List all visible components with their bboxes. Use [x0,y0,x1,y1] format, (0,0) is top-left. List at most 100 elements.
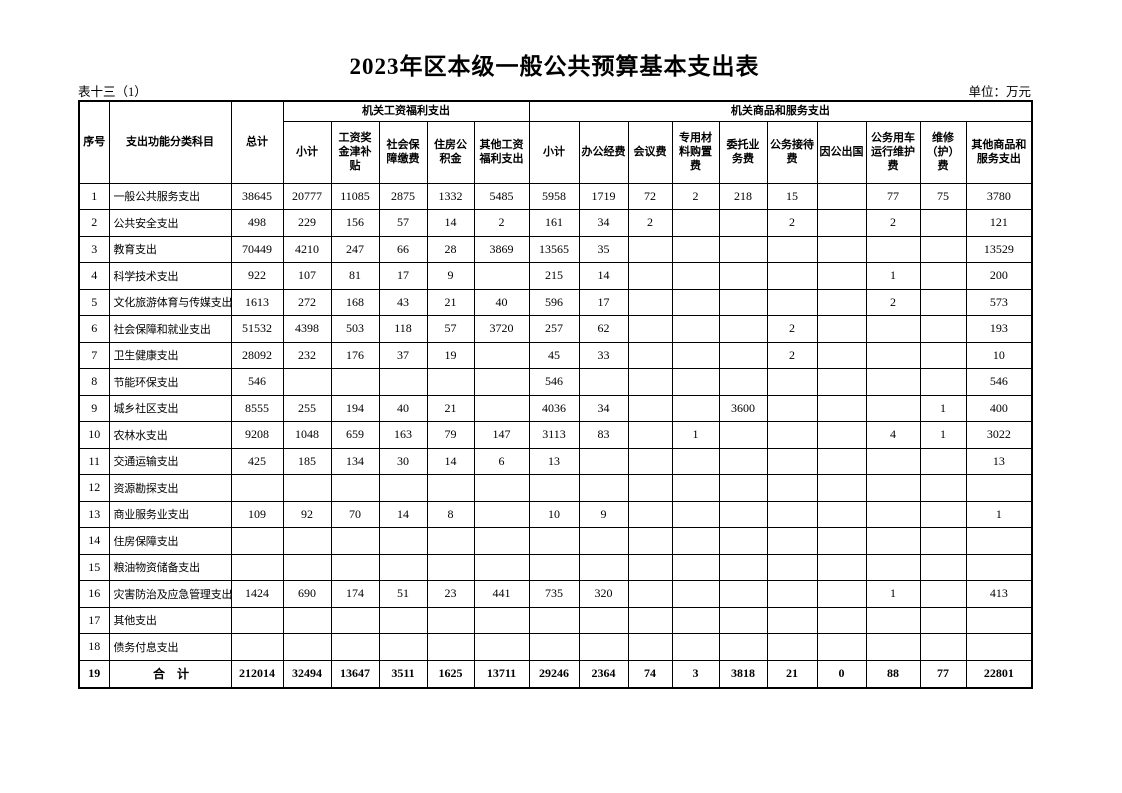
table-row: 9 城乡社区支出 8555 255 194 40 21 4036 34 3600 1 400 [78,394,1033,422]
value-cell: 21 [426,288,475,316]
row-category: 科学技术支出 [108,262,232,290]
value-cell [330,527,380,555]
value-cell [426,633,475,661]
value-cell: 690 [282,580,332,608]
value-cell: 17 [578,288,629,316]
value-cell [473,394,530,422]
table-row: 18 债务付息支出 [78,633,1033,661]
value-cell: 62 [578,315,629,343]
value-cell: 13 [965,447,1033,475]
value-cell: 156 [330,209,380,237]
value-cell: 9208 [230,421,284,449]
value-cell: 8 [426,500,475,528]
value-cell [919,235,967,263]
value-cell: 13711 [473,659,530,689]
value-cell: 51532 [230,315,284,343]
value-cell [578,447,629,475]
sub-header-group2-col-0: 小计 [528,120,580,184]
value-cell [816,315,867,343]
value-cell: 2 [865,288,921,316]
value-cell [766,368,818,396]
value-cell [718,606,768,634]
value-cell: 3022 [965,421,1033,449]
value-cell [671,315,720,343]
value-cell: 40 [473,288,530,316]
row-category: 债务付息支出 [108,633,232,661]
value-cell [816,209,867,237]
value-cell: 218 [718,182,768,210]
value-cell [919,447,967,475]
value-cell [718,553,768,581]
value-cell: 23 [426,580,475,608]
value-cell: 2875 [378,182,428,210]
value-cell: 1424 [230,580,284,608]
value-cell: 10 [528,500,580,528]
value-cell [671,447,720,475]
value-cell: 2364 [578,659,629,689]
value-cell: 14 [578,262,629,290]
value-cell [378,527,428,555]
value-cell [578,368,629,396]
value-cell: 546 [528,368,580,396]
value-cell: 3720 [473,315,530,343]
table-row: 5 文化旅游体育与传媒支出 1613 272 168 43 21 40 596 17 2 573 [78,288,1033,316]
sub-header-group1-col-0: 小计 [282,120,332,184]
value-cell [816,447,867,475]
value-cell [718,633,768,661]
value-cell: 17 [378,262,428,290]
value-cell: 14 [426,447,475,475]
value-cell [718,500,768,528]
value-cell [671,288,720,316]
value-cell [766,606,818,634]
value-cell: 215 [528,262,580,290]
value-cell [330,474,380,502]
value-cell: 4036 [528,394,580,422]
row-category: 灾害防治及应急管理支出 [108,580,232,608]
value-cell [473,553,530,581]
row-seq: 8 [78,368,110,396]
value-cell: 1 [865,580,921,608]
value-cell: 400 [965,394,1033,422]
value-cell: 109 [230,500,284,528]
table-row: 2 公共安全支出 498 229 156 57 14 2 161 34 2 2 2 121 [78,209,1033,237]
value-cell: 3113 [528,421,580,449]
value-cell [282,553,332,581]
value-cell [718,209,768,237]
value-cell: 441 [473,580,530,608]
value-cell: 546 [965,368,1033,396]
sub-header-group2-col-4: 委托业务费 [718,120,768,184]
value-cell [627,262,673,290]
value-cell: 72 [627,182,673,210]
value-cell [919,606,967,634]
row-category: 其他支出 [108,606,232,634]
value-cell: 3600 [718,394,768,422]
value-cell: 40 [378,394,428,422]
row-seq: 13 [78,500,110,528]
value-cell [578,606,629,634]
value-cell: 21 [426,394,475,422]
value-cell [230,474,284,502]
value-cell [473,527,530,555]
value-cell [919,500,967,528]
value-cell [671,580,720,608]
value-cell [473,341,530,369]
value-cell [816,182,867,210]
value-cell: 503 [330,315,380,343]
value-cell [816,394,867,422]
value-cell [473,368,530,396]
value-cell [426,606,475,634]
value-cell [473,606,530,634]
value-cell [627,341,673,369]
value-cell [230,553,284,581]
row-category: 文化旅游体育与传媒支出 [108,288,232,316]
value-cell: 66 [378,235,428,263]
value-cell: 232 [282,341,332,369]
value-cell: 2 [766,341,818,369]
value-cell: 13 [528,447,580,475]
value-cell: 45 [528,341,580,369]
sub-header-group1-col-3: 住房公积金 [426,120,475,184]
total-row: 19 合 计 212014 32494 13647 3511 1625 13711 29246 2… [78,659,1033,689]
value-cell [627,288,673,316]
row-seq: 14 [78,527,110,555]
sub-header-group2-col-6: 因公出国 [816,120,867,184]
